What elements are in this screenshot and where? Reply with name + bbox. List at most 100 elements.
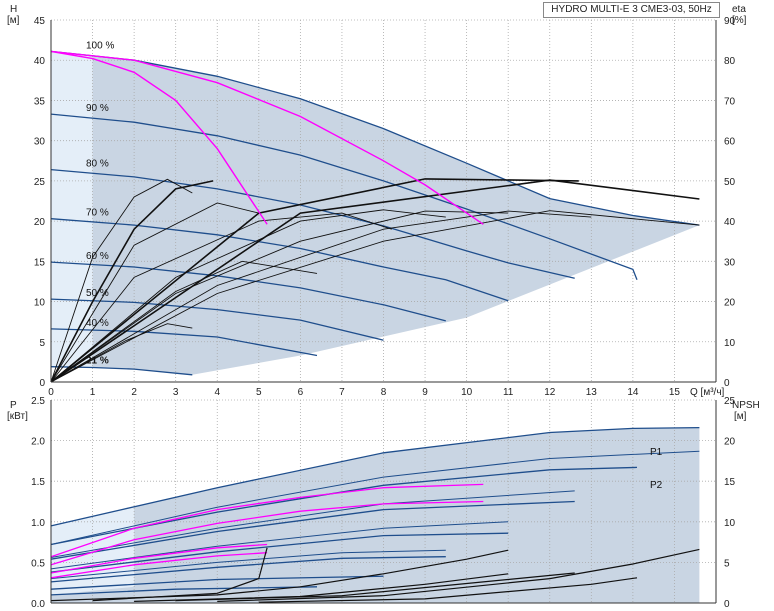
npsh-curve (217, 548, 700, 602)
speed-label: 70 % (86, 208, 109, 219)
speed-label: 40 % (86, 318, 109, 329)
magenta-head-curve (50, 50, 268, 225)
y-axis-label: H (10, 4, 17, 15)
y-right-tick-label: 20 (724, 437, 736, 448)
y-right-tick-label: 30 (724, 257, 736, 268)
y-tick-label: 5 (39, 338, 45, 349)
y-right-tick-label: 0 (724, 378, 730, 389)
y-right-axis-label: NPSH (732, 400, 760, 411)
y-tick-label: 0.0 (31, 599, 45, 610)
efficiency-curve (50, 179, 700, 383)
y-right-tick-label: 60 (724, 137, 736, 148)
y-right-tick-label: 10 (724, 338, 736, 349)
head-curve (50, 298, 384, 341)
y-axis-label: P (10, 400, 17, 411)
speed-label: 90 % (86, 103, 109, 114)
p1-curve (50, 500, 575, 560)
x-tick-label: 9 (422, 387, 428, 398)
x-tick-label: 3 (173, 387, 179, 398)
efficiency-curve (50, 209, 446, 383)
p1-curve (50, 426, 700, 527)
x-tick-label: 4 (214, 387, 220, 398)
x-tick-label: 14 (627, 387, 639, 398)
x-tick-label: 8 (381, 387, 387, 398)
y-tick-label: 40 (34, 56, 46, 67)
x-tick-label: 5 (256, 387, 262, 398)
speed-label: 50 % (86, 288, 109, 299)
efficiency-curve (50, 210, 509, 383)
y-tick-label: 45 (34, 16, 46, 27)
efficiency-curve (50, 212, 392, 383)
x-tick-label: 0 (48, 387, 54, 398)
x-tick-label: 1 (90, 387, 96, 398)
y-right-tick-label: 15 (724, 477, 736, 488)
speed-label: 100 % (86, 40, 114, 51)
operating-range (51, 51, 700, 375)
head-curve (50, 50, 700, 226)
npsh-curve (258, 577, 638, 603)
y-axis-unit: [м] (7, 15, 20, 26)
magenta-power-curve (50, 483, 484, 558)
p1-curve (50, 586, 318, 596)
p1-curve (50, 466, 638, 546)
y-right-tick-label: 0 (724, 599, 730, 610)
chart-title: HYDRO MULTI-E 3 CME3-03, 50Hz (543, 2, 720, 18)
power-npsh-panel: 0.0 0.5 1.0 1.5 2.0 2.5 0 5 10 15 20 25 P[кВт] NPSH[м… (7, 396, 760, 610)
y-right-tick-label: 40 (724, 217, 736, 228)
p2-curve (50, 549, 446, 580)
y-right-tick-label: 5 (724, 558, 730, 569)
y-right-tick-label: 90 (724, 16, 736, 27)
y-tick-label: 15 (34, 257, 46, 268)
y-tick-label: 2.0 (31, 437, 45, 448)
magenta-power-curve (50, 552, 268, 579)
efficiency-curve (50, 180, 214, 383)
npsh-curve (92, 547, 268, 602)
y-right-tick-label: 70 (724, 96, 736, 107)
y-tick-label: 10 (34, 298, 46, 309)
npsh-curve (50, 549, 509, 602)
head-curve (50, 261, 446, 322)
efficiency-curve (50, 178, 579, 383)
y-right-tick-label: 10 (724, 518, 736, 529)
y-axis-unit: [кВт] (7, 411, 28, 422)
head-efficiency-panel: 100 %90 %80 %70 %60 %50 %40 %21 %0 1 2 3 4 5 6… (7, 4, 747, 398)
npsh-curve (175, 572, 575, 602)
head-curve (50, 218, 509, 302)
y-right-tick-label: 50 (724, 177, 736, 188)
y-tick-label: 0.5 (31, 558, 45, 569)
x-tick-label: 10 (461, 387, 473, 398)
y-right-axis-unit: [м] (734, 411, 747, 422)
efficiency-curve (50, 260, 318, 383)
efficiency-curve (50, 323, 193, 383)
y-tick-label: 25 (34, 177, 46, 188)
p1-curve (50, 556, 446, 583)
y-tick-label: 2.5 (31, 396, 45, 407)
x-tick-label: 2 (131, 387, 137, 398)
magenta-power-curve (50, 500, 484, 566)
speed-label: 80 % (86, 159, 109, 170)
efficiency-curve (50, 210, 700, 383)
p2-curve (50, 490, 575, 558)
p1-curve (50, 532, 509, 573)
y-right-tick-label: 80 (724, 56, 736, 67)
x-tick-label: 11 (503, 387, 514, 398)
p1-curve (50, 575, 384, 590)
magenta-power-curve (50, 543, 268, 574)
y-tick-label: 35 (34, 96, 46, 107)
p1-label: P1 (650, 447, 663, 458)
y-right-tick-label: 20 (724, 298, 736, 309)
y-right-tick-label: 25 (724, 396, 736, 407)
p2-curve (50, 450, 700, 545)
x-tick-label: 13 (586, 387, 598, 398)
x-tick-label: 15 (669, 387, 681, 398)
magenta-head-curve (50, 50, 484, 225)
y-tick-label: 20 (34, 217, 46, 228)
speed-label: 60 % (86, 251, 109, 262)
x-tick-label: 6 (298, 387, 304, 398)
head-curve (50, 113, 638, 281)
p2-label: P2 (650, 480, 663, 491)
efficiency-curve (50, 178, 193, 383)
y-tick-label: 1.5 (31, 477, 45, 488)
y-tick-label: 0 (39, 378, 45, 389)
